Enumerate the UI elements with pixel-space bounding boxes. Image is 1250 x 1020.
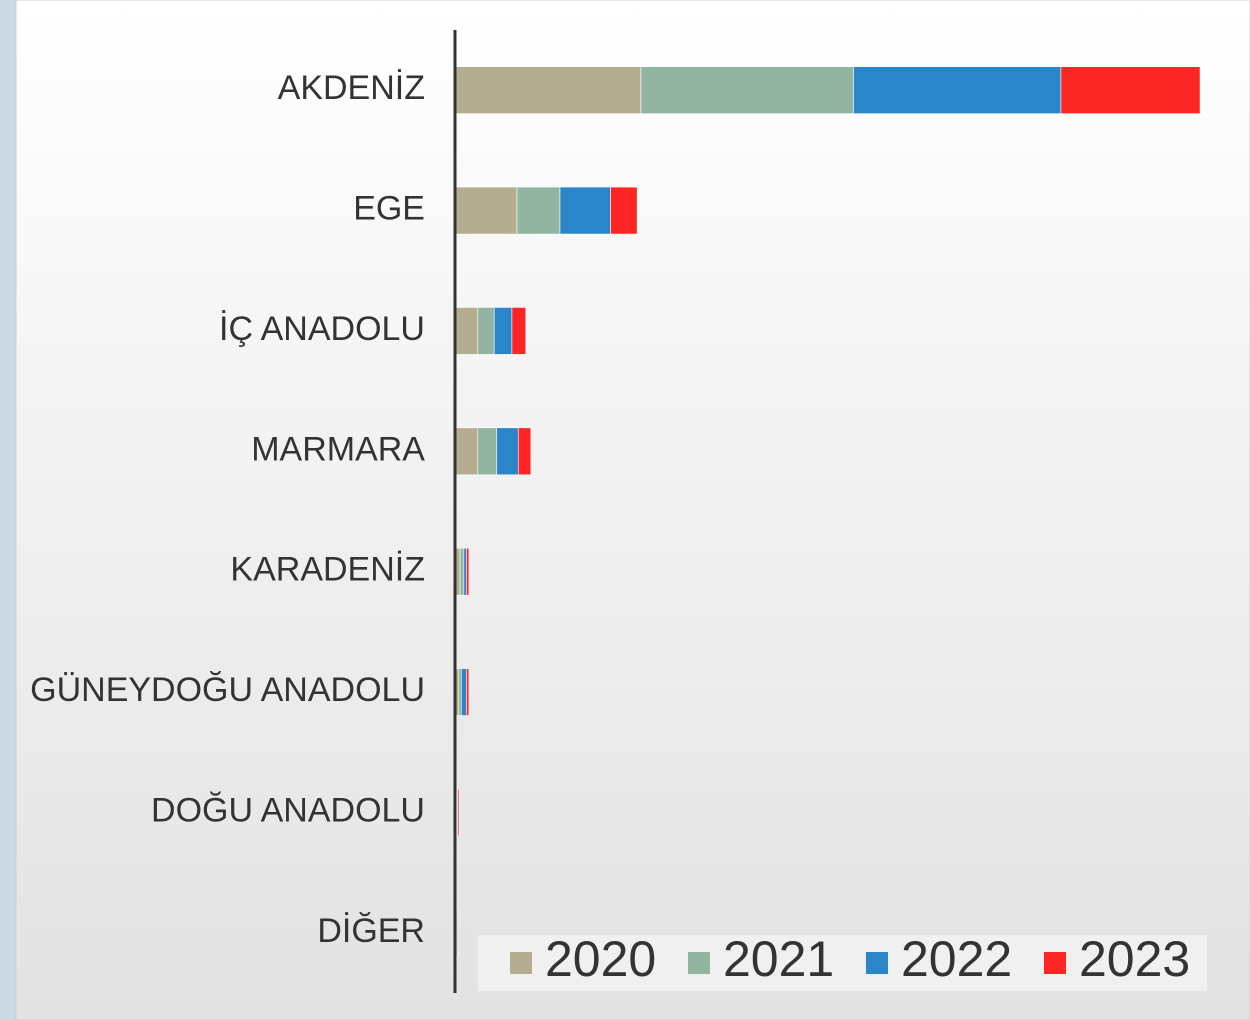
bar-segment bbox=[516, 186, 561, 235]
category-label: EGE bbox=[353, 190, 425, 228]
category-label: İÇ ANADOLU bbox=[219, 310, 425, 348]
bar-segment bbox=[457, 788, 460, 837]
legend-label: 2023 bbox=[1079, 931, 1190, 987]
bar-segment bbox=[517, 427, 532, 476]
bar-segment bbox=[463, 547, 467, 596]
legend-label: 2022 bbox=[901, 931, 1012, 987]
bar-segment bbox=[454, 307, 479, 355]
category-label: AKDENİZ bbox=[278, 69, 425, 107]
bar-segment bbox=[496, 427, 519, 476]
category-labels: AKDENİZ EGE İÇ ANADOLU MARMARA KARADENİZ GÜNE… bbox=[30, 69, 425, 950]
legend-swatch bbox=[1044, 952, 1066, 974]
category-label: GÜNEYDOĞU ANADOLU bbox=[30, 671, 425, 709]
bars bbox=[454, 66, 1201, 957]
bar-segment bbox=[559, 186, 611, 235]
bar-segment bbox=[493, 307, 513, 355]
bar-segment bbox=[459, 547, 465, 596]
bar-segment bbox=[640, 66, 854, 114]
bar-segment bbox=[511, 307, 527, 355]
legend: 2020 2021 2022 2023 bbox=[510, 931, 1190, 987]
legend-box bbox=[478, 935, 1207, 991]
bar-segment bbox=[477, 427, 498, 476]
bar-segment bbox=[454, 186, 518, 235]
legend-label: 2020 bbox=[545, 931, 656, 987]
category-label: DİĞER bbox=[317, 912, 425, 950]
bar-segment bbox=[1060, 66, 1201, 114]
category-label: MARMARA bbox=[251, 430, 425, 468]
bar-segment bbox=[853, 66, 1062, 114]
bar-segment bbox=[454, 427, 479, 476]
bar-segment bbox=[610, 186, 638, 235]
chart-background bbox=[15, 0, 1250, 1020]
bar-segment bbox=[466, 668, 470, 716]
legend-label: 2021 bbox=[723, 931, 834, 987]
legend-swatch bbox=[866, 952, 888, 974]
bar-segment bbox=[461, 668, 467, 716]
bar-segment bbox=[454, 66, 642, 114]
bar-segment bbox=[458, 668, 462, 716]
legend-swatch bbox=[688, 952, 710, 974]
category-label: DOĞU ANADOLU bbox=[151, 791, 425, 829]
category-label: KARADENİZ bbox=[230, 551, 425, 589]
bar-segment bbox=[456, 909, 459, 957]
bar-segment bbox=[466, 547, 470, 596]
bar-segment bbox=[477, 307, 495, 355]
legend-swatch bbox=[510, 952, 532, 974]
